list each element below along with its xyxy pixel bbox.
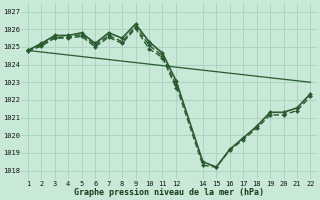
X-axis label: Graphe pression niveau de la mer (hPa): Graphe pression niveau de la mer (hPa)	[74, 188, 264, 197]
